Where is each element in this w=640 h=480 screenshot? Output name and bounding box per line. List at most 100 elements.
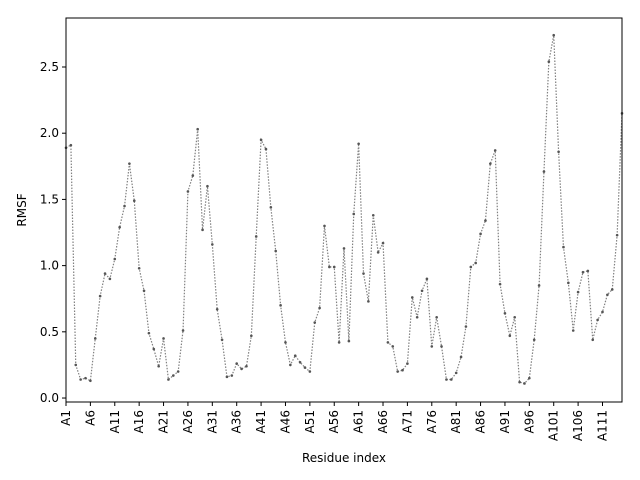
data-point: [610, 288, 614, 291]
data-point: [147, 331, 151, 335]
data-point: [191, 174, 195, 177]
data-point: [601, 310, 604, 314]
data-point: [220, 338, 224, 342]
data-point: [386, 341, 390, 344]
data-point: [396, 370, 399, 373]
data-point: [362, 272, 365, 275]
y-tick-label: 0.0: [40, 391, 59, 405]
data-point: [513, 315, 516, 319]
data-point: [464, 325, 468, 328]
data-point: [172, 374, 175, 377]
data-point: [352, 212, 356, 216]
data-point: [415, 315, 419, 319]
data-point: [74, 363, 78, 367]
data-point: [215, 308, 219, 311]
data-point: [474, 261, 477, 265]
data-point: [123, 204, 126, 208]
data-point: [508, 334, 512, 338]
x-tick-label: A11: [108, 410, 122, 433]
x-tick-label: A91: [498, 410, 512, 433]
x-tick-label: A71: [400, 410, 414, 433]
data-point: [523, 382, 526, 385]
data-point: [69, 143, 73, 147]
data-point: [245, 364, 248, 368]
x-tick-label: A36: [230, 410, 244, 433]
data-point: [528, 376, 531, 380]
data-point: [420, 289, 424, 293]
data-point: [376, 251, 380, 254]
data-point: [347, 339, 351, 343]
data-point: [430, 345, 434, 348]
data-point: [552, 33, 556, 37]
x-axis: A1 A6 A11 A16 A21 A26 A31 A36 A41 A46 A51 A56 A61 A66…: [59, 402, 609, 441]
data-point: [406, 362, 409, 365]
data-point: [211, 243, 214, 246]
data-point: [586, 269, 590, 273]
data-point: [342, 247, 346, 250]
data-point: [576, 290, 580, 294]
data-point: [435, 315, 438, 319]
data-point: [493, 149, 497, 152]
x-tick-label: A106: [571, 410, 585, 441]
data-point: [391, 345, 395, 348]
data-point: [537, 284, 541, 287]
x-tick-label: A86: [474, 410, 488, 433]
data-point: [318, 306, 321, 310]
x-tick-label: A1: [59, 410, 73, 426]
x-tick-label: A31: [205, 410, 219, 433]
data-point: [518, 380, 521, 384]
data-point: [381, 241, 385, 245]
data-point: [250, 334, 253, 338]
data-point: [459, 355, 463, 359]
data-point: [142, 289, 146, 293]
data-point: [293, 354, 297, 357]
data-point: [162, 337, 165, 340]
data-point: [567, 281, 570, 285]
data-point: [557, 150, 560, 154]
data-point: [284, 341, 287, 344]
data-point: [562, 245, 565, 249]
data-point: [489, 162, 492, 165]
data-point: [157, 364, 160, 368]
data-point: [308, 370, 312, 373]
data-point: [323, 224, 326, 228]
data-point: [591, 338, 595, 342]
data-point: [532, 338, 536, 342]
data-point: [225, 375, 229, 379]
data-point: [196, 127, 199, 131]
data-point: [357, 142, 360, 146]
data-point: [596, 318, 599, 322]
x-axis-label: Residue index: [302, 451, 386, 465]
x-tick-label: A61: [352, 410, 366, 433]
data-point: [254, 235, 258, 238]
x-tick-label: A6: [83, 410, 97, 426]
y-tick-label: 1.5: [40, 192, 59, 206]
x-tick-label: A56: [327, 410, 341, 433]
data-point: [235, 362, 238, 365]
data-point: [498, 282, 502, 286]
data-point: [371, 214, 375, 217]
y-tick-label: 0.5: [40, 325, 59, 339]
data-point: [606, 293, 609, 297]
y-tick-label: 2.5: [40, 60, 59, 74]
data-point: [113, 257, 117, 261]
data-point: [328, 265, 331, 269]
x-tick-label: A111: [595, 410, 609, 441]
data-point: [137, 266, 141, 270]
x-tick-label: A26: [181, 410, 195, 433]
data-point: [303, 366, 307, 369]
data-point: [103, 272, 107, 275]
data-point: [118, 225, 121, 229]
data-point: [240, 367, 243, 371]
plot-frame: [65, 17, 623, 403]
data-point: [542, 170, 546, 173]
data-point: [176, 370, 180, 373]
data-point: [571, 329, 575, 332]
data-point: [132, 199, 136, 203]
x-tick-label: A41: [254, 410, 268, 433]
x-tick-label: A76: [425, 410, 439, 433]
data-point: [615, 233, 619, 237]
data-point: [206, 184, 209, 188]
data-point: [332, 265, 336, 269]
